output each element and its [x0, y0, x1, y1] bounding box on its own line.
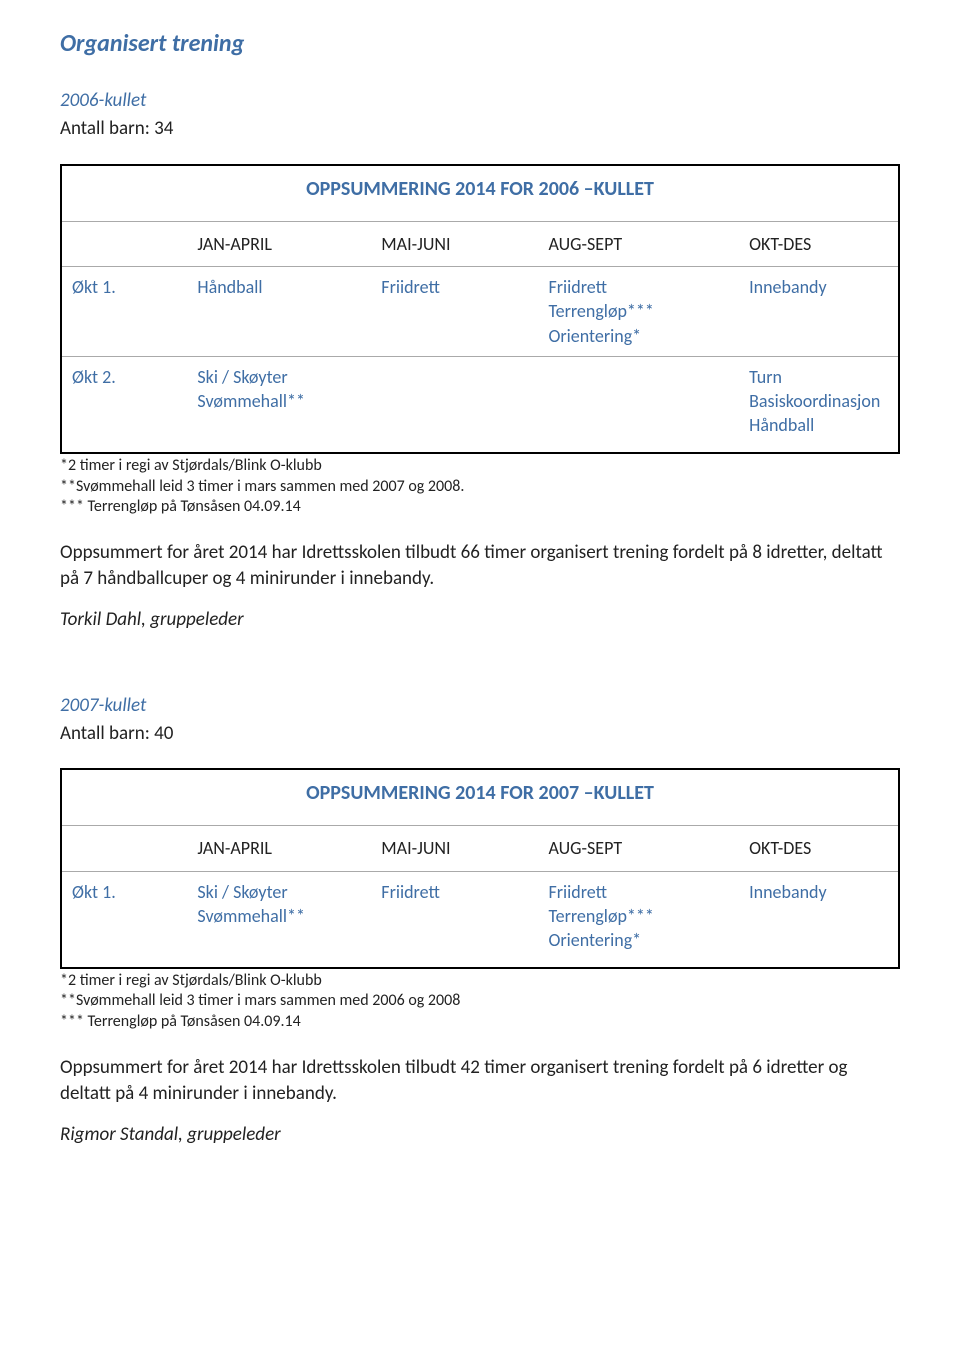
footnote-line: *** Terrengløp på Tønsåsen 04.09.14 — [60, 497, 900, 518]
col-blank — [62, 826, 187, 871]
table-row: Økt 1.Ski / SkøyterSvømmehall**Friidrett… — [62, 871, 898, 960]
summary-table: JAN-APRILMAI-JUNIAUG-SEPTOKT-DESØkt 1.Sk… — [62, 826, 898, 960]
table-header-row: JAN-APRILMAI-JUNIAUG-SEPTOKT-DES — [62, 826, 898, 871]
footnotes: *2 timer i regi av Stjørdals/Blink O-klu… — [60, 456, 900, 518]
cell-jan-april: Ski / SkøyterSvømmehall** — [187, 356, 371, 445]
footnote-line: **Svømmehall leid 3 timer i mars sammen … — [60, 477, 900, 498]
cell-mai-juni — [371, 356, 538, 445]
kullet-section: 2007-kulletAntall barn: 40 OPPSUMMERING 2… — [60, 693, 900, 1148]
footnotes: *2 timer i regi av Stjørdals/Blink O-klu… — [60, 971, 900, 1033]
signature-line: Rigmor Standal, gruppeleder — [60, 1122, 900, 1148]
col-blank — [62, 222, 187, 267]
cell-mai-juni: Friidrett — [371, 871, 538, 960]
col-okt-des: OKT-DES — [739, 826, 898, 871]
cell-mai-juni: Friidrett — [371, 266, 538, 356]
antall-barn: Antall barn: 40 — [60, 721, 900, 747]
cell-aug-sept — [538, 356, 739, 445]
cell-okt-des: Innebandy — [739, 871, 898, 960]
col-okt-des: OKT-DES — [739, 222, 898, 267]
summary-table-box: OPPSUMMERING 2014 FOR 2006 –KULLETJAN-AP… — [60, 164, 900, 454]
cell-jan-april: Ski / SkøyterSvømmehall** — [187, 871, 371, 960]
col-jan-april: JAN-APRIL — [187, 826, 371, 871]
signature-line: Torkil Dahl, gruppeleder — [60, 607, 900, 633]
page-title: Organisert trening — [60, 28, 900, 60]
footnote-line: *2 timer i regi av Stjørdals/Blink O-klu… — [60, 456, 900, 477]
table-row: Økt 1.HåndballFriidrettFriidrettTerrengl… — [62, 266, 898, 356]
summary-table: JAN-APRILMAI-JUNIAUG-SEPTOKT-DESØkt 1.Hå… — [62, 222, 898, 446]
col-jan-april: JAN-APRIL — [187, 222, 371, 267]
cell-aug-sept: FriidrettTerrengløp***Orientering* — [538, 266, 739, 356]
summary-paragraph: Oppsummert for året 2014 har Idrettsskol… — [60, 540, 900, 591]
cell-okt-des: TurnBasiskoordinasjonHåndball — [739, 356, 898, 445]
col-aug-sept: AUG-SEPT — [538, 222, 739, 267]
kullet-label: 2007-kullet — [60, 693, 900, 719]
table-title: OPPSUMMERING 2014 FOR 2006 –KULLET — [62, 166, 898, 222]
summary-paragraph: Oppsummert for året 2014 har Idrettsskol… — [60, 1055, 900, 1106]
footnote-line: *2 timer i regi av Stjørdals/Blink O-klu… — [60, 971, 900, 992]
cell-okt-des: Innebandy — [739, 266, 898, 356]
row-label: Økt 2. — [62, 356, 187, 445]
kullet-label: 2006-kullet — [60, 88, 900, 114]
row-label: Økt 1. — [62, 871, 187, 960]
col-mai-juni: MAI-JUNI — [371, 222, 538, 267]
table-title: OPPSUMMERING 2014 FOR 2007 –KULLET — [62, 770, 898, 826]
footnote-line: **Svømmehall leid 3 timer i mars sammen … — [60, 991, 900, 1012]
antall-barn: Antall barn: 34 — [60, 116, 900, 142]
footnote-line: *** Terrengløp på Tønsåsen 04.09.14 — [60, 1012, 900, 1033]
row-label: Økt 1. — [62, 266, 187, 356]
col-aug-sept: AUG-SEPT — [538, 826, 739, 871]
col-mai-juni: MAI-JUNI — [371, 826, 538, 871]
summary-table-box: OPPSUMMERING 2014 FOR 2007 –KULLETJAN-AP… — [60, 768, 900, 968]
cell-aug-sept: FriidrettTerrengløp***Orientering* — [538, 871, 739, 960]
cell-jan-april: Håndball — [187, 266, 371, 356]
kullet-section: 2006-kulletAntall barn: 34 OPPSUMMERING 2… — [60, 88, 900, 633]
table-header-row: JAN-APRILMAI-JUNIAUG-SEPTOKT-DES — [62, 222, 898, 267]
table-row: Økt 2.Ski / SkøyterSvømmehall** TurnBasis… — [62, 356, 898, 445]
